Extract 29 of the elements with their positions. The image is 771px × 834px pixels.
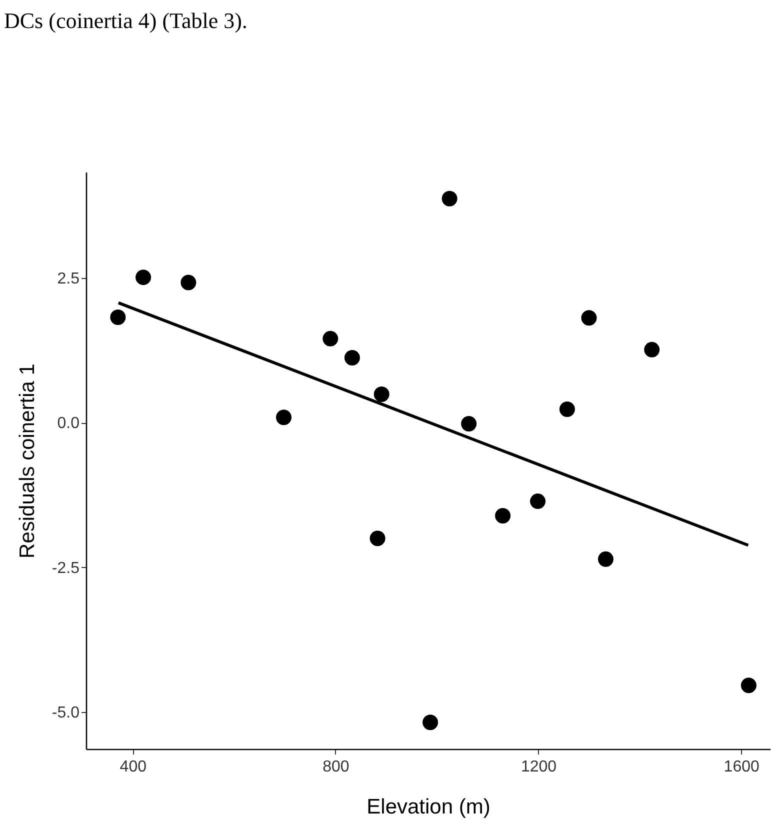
point — [598, 551, 614, 567]
x-tick-label: 400 — [120, 758, 147, 776]
x-tick-label: 1600 — [724, 758, 760, 776]
point — [461, 416, 477, 432]
y-tick-label: -5.0 — [52, 704, 80, 722]
x-tick-label: 1200 — [520, 758, 557, 776]
point — [374, 386, 390, 402]
y-tick-label: 2.5 — [57, 270, 80, 288]
point — [581, 310, 597, 326]
point — [495, 508, 511, 524]
point — [136, 270, 152, 286]
point — [559, 402, 575, 418]
text: DCs (coinertia 4) (Table 3). — [4, 8, 248, 34]
point — [442, 190, 458, 206]
y-axis-title: Residuals coinertia 1 — [16, 364, 39, 558]
x-axis-title: Elevation (m) — [366, 796, 490, 818]
point — [344, 350, 360, 366]
point — [276, 410, 292, 426]
point — [110, 310, 126, 325]
y-tick-label: -2.5 — [52, 560, 80, 577]
point — [530, 494, 546, 510]
point — [644, 342, 660, 358]
y-tick-label: 0.0 — [57, 415, 80, 432]
point — [422, 714, 438, 730]
point — [180, 274, 196, 290]
point — [322, 330, 338, 346]
point — [740, 678, 756, 694]
point — [370, 530, 386, 546]
x-tick-label: 800 — [322, 758, 350, 776]
